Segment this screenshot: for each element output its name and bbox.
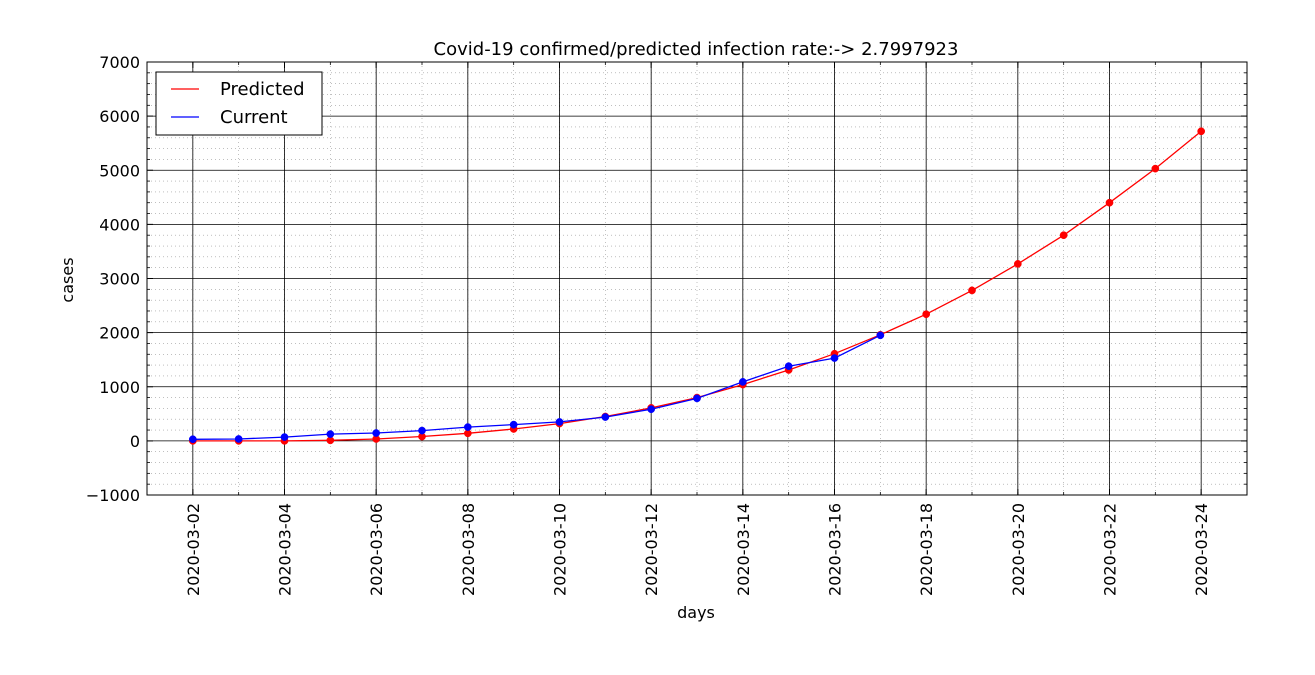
data-point-current — [372, 429, 381, 437]
y-tick-label: 7000 — [99, 53, 140, 72]
x-tick-label: 2020-03-24 — [1192, 503, 1211, 596]
y-tick-label: 2000 — [99, 324, 140, 343]
x-tick-label: 2020-03-18 — [917, 503, 936, 596]
legend-label-predicted: Predicted — [220, 79, 305, 100]
data-point-predicted — [922, 310, 931, 319]
data-point-predicted — [1059, 231, 1068, 240]
legend: Predicted Current — [155, 71, 323, 136]
data-point-predicted — [1197, 127, 1206, 136]
data-point-current — [234, 435, 243, 443]
legend-label-current: Current — [220, 107, 288, 128]
legend-entry-current: Current — [171, 107, 288, 128]
y-tick-label: 6000 — [99, 107, 140, 126]
x-tick-label: 2020-03-16 — [826, 503, 845, 596]
y-tick-label: 1000 — [99, 378, 140, 397]
y-tick-labels: −1000 0 1000 2000 3000 4000 5000 6000 7000 — [86, 53, 140, 505]
data-point-current — [418, 426, 426, 435]
data-point-predicted — [1105, 198, 1114, 207]
data-point-current — [509, 420, 518, 429]
data-point-current — [188, 435, 197, 444]
data-point-current — [693, 394, 701, 403]
data-point-current — [784, 362, 793, 371]
y-axis-label: cases — [58, 257, 77, 302]
x-tick-label: 2020-03-04 — [276, 503, 295, 596]
data-point-current — [738, 378, 747, 386]
y-tick-label: 4000 — [99, 215, 140, 234]
chart-title: Covid-19 confirmed/predicted infection r… — [434, 39, 959, 60]
data-point-current — [326, 430, 335, 438]
x-tick-label: 2020-03-08 — [459, 503, 478, 596]
y-tick-label: −1000 — [86, 486, 140, 505]
y-tick-label: 5000 — [99, 161, 140, 180]
x-axis-label: days — [677, 603, 715, 622]
legend-box — [155, 71, 323, 136]
data-point-predicted — [1013, 260, 1022, 268]
x-tick-labels: 2020-03-02 2020-03-04 2020-03-06 2020-03-08… — [184, 503, 1211, 596]
data-point-current — [647, 405, 656, 414]
x-tick-label: 2020-03-06 — [367, 503, 386, 596]
data-point-predicted — [1151, 164, 1160, 173]
data-point-current — [830, 354, 839, 362]
series-line-current — [192, 334, 881, 440]
x-tick-label: 2020-03-12 — [642, 503, 661, 596]
data-point-predicted — [968, 286, 976, 295]
x-tick-label: 2020-03-14 — [734, 503, 753, 596]
axis-ticks — [147, 61, 1247, 496]
x-tick-label: 2020-03-22 — [1101, 503, 1120, 596]
x-tick-label: 2020-03-02 — [184, 503, 203, 596]
data-point-current — [463, 423, 472, 431]
y-tick-label: 3000 — [99, 270, 140, 289]
legend-entry-predicted: Predicted — [171, 79, 305, 100]
data-point-current — [876, 331, 885, 340]
data-point-current — [601, 413, 610, 421]
x-tick-label: 2020-03-10 — [551, 503, 570, 596]
x-tick-label: 2020-03-20 — [1009, 503, 1028, 596]
data-point-current — [280, 433, 289, 441]
series-layer — [188, 127, 1206, 445]
data-point-current — [555, 418, 564, 426]
y-tick-label: 0 — [130, 432, 140, 451]
